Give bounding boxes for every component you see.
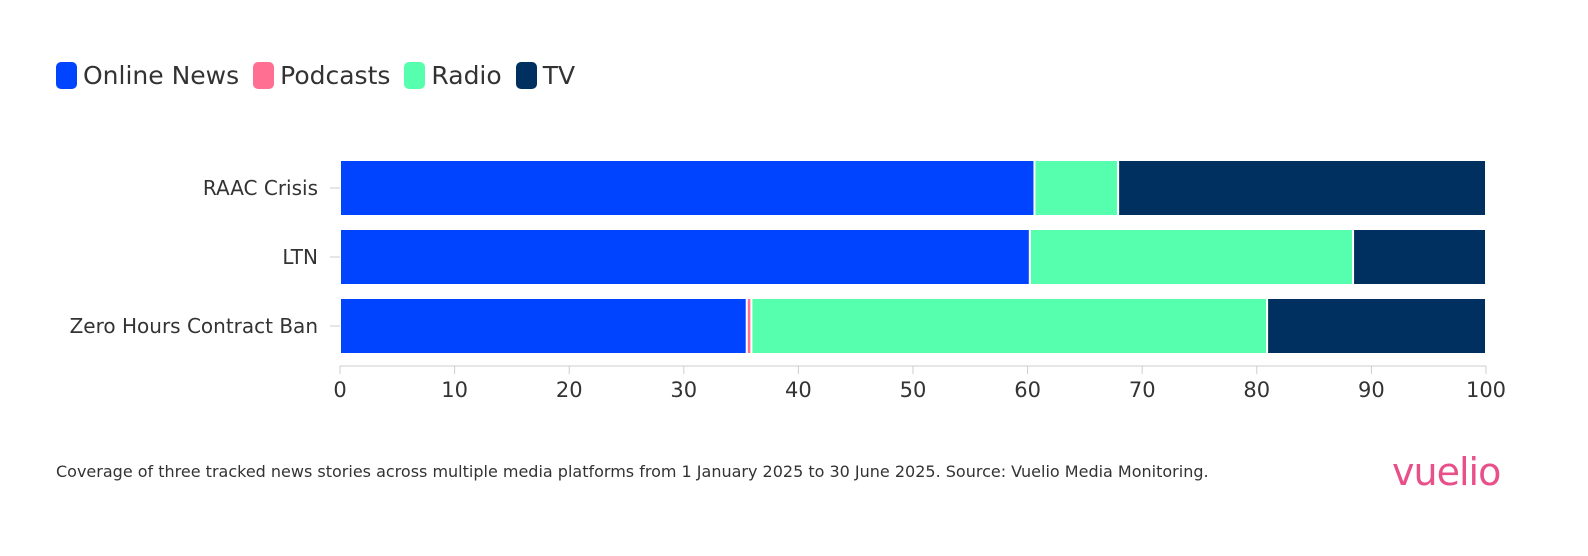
bar-ltn-radio[interactable] xyxy=(1028,228,1355,286)
bar-zero-hours-contract-ban-online-news[interactable] xyxy=(339,297,748,355)
legend-label-online-news: Online News xyxy=(83,60,240,90)
x-tick-label-30: 30 xyxy=(670,378,697,402)
x-tick-label-80: 80 xyxy=(1243,378,1270,402)
x-tick-label-70: 70 xyxy=(1129,378,1156,402)
chart-legend: Online News Podcasts Radio TV xyxy=(56,58,589,92)
legend-swatch-online-news xyxy=(56,61,77,89)
legend-label-radio: Radio xyxy=(431,60,502,90)
x-axis: 0 10 20 30 40 50 60 70 80 90 100 xyxy=(333,365,1506,402)
x-tick-label-90: 90 xyxy=(1358,378,1385,402)
x-tick-label-0: 0 xyxy=(333,378,346,402)
bar-raac-crisis-radio[interactable] xyxy=(1033,159,1120,217)
legend-label-podcasts: Podcasts xyxy=(280,60,391,90)
chart-caption: Coverage of three tracked news stories a… xyxy=(56,462,1209,481)
x-tick-label-60: 60 xyxy=(1014,378,1041,402)
category-label-raac-crisis: RAAC Crisis xyxy=(203,176,318,200)
bar-zero-hours-contract-ban-radio[interactable] xyxy=(750,297,1269,355)
category-label-zero-hours-contract-ban: Zero Hours Contract Ban xyxy=(70,314,318,338)
legend-item-radio[interactable]: Radio xyxy=(404,60,502,90)
vuelio-logo: vuelio xyxy=(1392,450,1501,494)
bar-ltn-tv[interactable] xyxy=(1352,228,1488,286)
legend-item-tv[interactable]: TV xyxy=(515,60,576,90)
legend-swatch-tv xyxy=(515,61,537,89)
stacked-bar-chart: 0 10 20 30 40 50 60 70 80 90 100 RAAC Crisis LTN Zer… xyxy=(70,159,1506,402)
category-label-ltn: LTN xyxy=(282,245,318,269)
legend-swatch-podcasts xyxy=(253,61,275,89)
legend-swatch-radio xyxy=(404,61,426,89)
legend-item-podcasts[interactable]: Podcasts xyxy=(253,61,390,90)
x-tick-label-40: 40 xyxy=(785,378,812,402)
x-tick-label-20: 20 xyxy=(556,378,583,402)
y-axis-categories: RAAC Crisis LTN Zero Hours Contract Ban xyxy=(70,176,340,338)
legend-label-tv: TV xyxy=(542,60,576,90)
x-tick-label-50: 50 xyxy=(900,378,927,402)
x-tick-label-100: 100 xyxy=(1466,378,1506,402)
bar-raac-crisis-online-news[interactable] xyxy=(339,159,1036,217)
bar-zero-hours-contract-ban-tv[interactable] xyxy=(1266,297,1487,355)
bar-ltn-online-news[interactable] xyxy=(339,228,1031,286)
bars-layer xyxy=(339,159,1488,355)
bar-raac-crisis-tv[interactable] xyxy=(1117,159,1487,217)
x-tick-label-10: 10 xyxy=(441,378,468,402)
legend-item-online-news[interactable]: Online News xyxy=(56,61,239,90)
